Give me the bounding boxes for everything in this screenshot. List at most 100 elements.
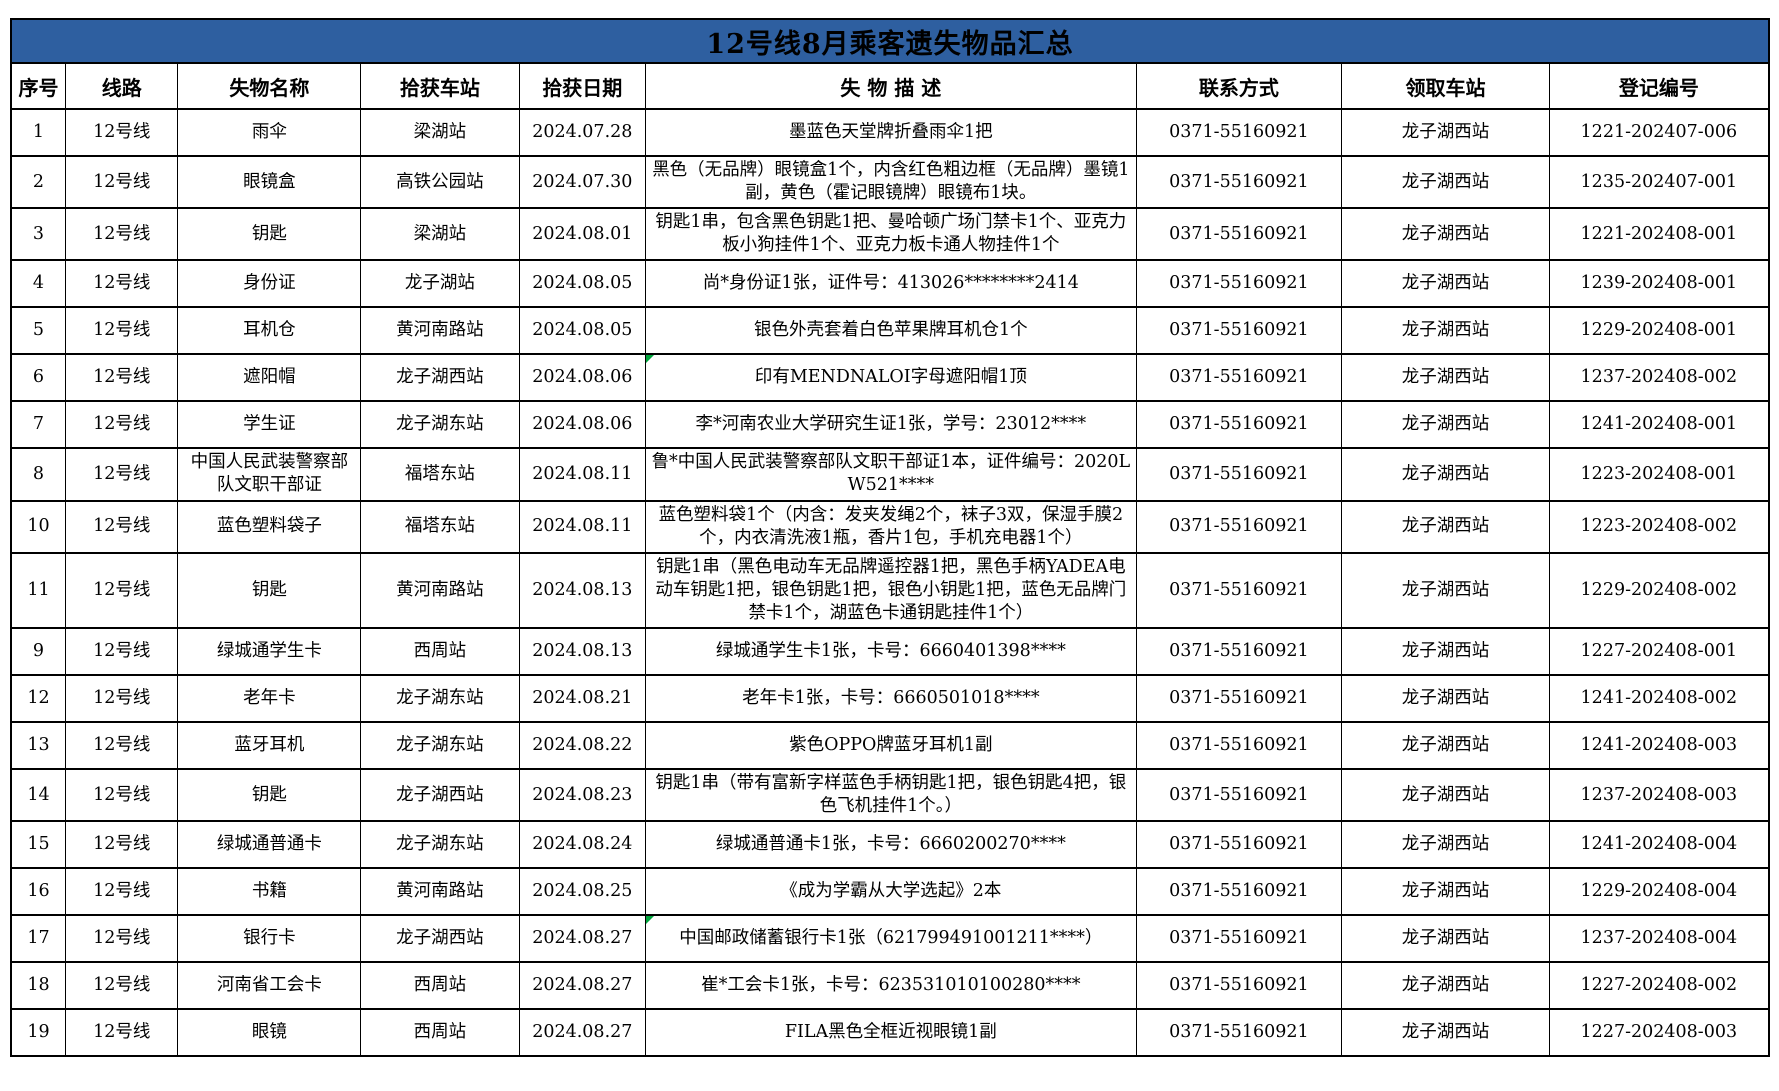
cell-seq[interactable]: 18 [9, 961, 66, 1011]
cell-line[interactable]: 12号线 [64, 108, 179, 157]
cell-found-station[interactable]: 西周站 [360, 961, 520, 1011]
cell-found-date[interactable]: 2024.08.05 [518, 306, 647, 356]
cell-description[interactable]: 绿城通普通卡1张，卡号：6660200270**** [645, 820, 1137, 870]
cell-pickup-station[interactable]: 龙子湖西站 [1341, 353, 1550, 403]
cell-pickup-station[interactable]: 龙子湖西站 [1341, 674, 1550, 724]
cell-contact[interactable]: 0371-55160921 [1135, 353, 1343, 403]
cell-reg-no[interactable]: 1221-202407-006 [1548, 108, 1770, 157]
cell-found-station[interactable]: 黄河南路站 [360, 867, 520, 917]
cell-found-station[interactable]: 龙子湖西站 [360, 768, 520, 823]
cell-contact[interactable]: 0371-55160921 [1135, 820, 1343, 870]
column-header-line[interactable]: 线路 [64, 62, 179, 110]
cell-seq[interactable]: 8 [9, 447, 66, 502]
cell-item[interactable]: 钥匙 [177, 207, 362, 262]
column-header-item[interactable]: 失物名称 [177, 62, 362, 110]
cell-description[interactable]: 崔*工会卡1张，卡号：623531010100280**** [645, 961, 1137, 1011]
cell-found-date[interactable]: 2024.08.06 [518, 353, 647, 403]
cell-found-date[interactable]: 2024.07.28 [518, 108, 647, 157]
cell-line[interactable]: 12号线 [64, 259, 179, 309]
cell-found-date[interactable]: 2024.08.05 [518, 259, 647, 309]
cell-found-station[interactable]: 龙子湖站 [360, 259, 520, 309]
cell-pickup-station[interactable]: 龙子湖西站 [1341, 961, 1550, 1011]
cell-reg-no[interactable]: 1241-202408-004 [1548, 820, 1770, 870]
cell-description[interactable]: 中国邮政储蓄银行卡1张（621799491001211****） [645, 914, 1137, 964]
cell-pickup-station[interactable]: 龙子湖西站 [1341, 306, 1550, 356]
cell-item[interactable]: 中国人民武装警察部队文职干部证 [177, 447, 362, 502]
cell-item[interactable]: 钥匙 [177, 768, 362, 823]
cell-reg-no[interactable]: 1223-202408-002 [1548, 499, 1770, 554]
cell-seq[interactable]: 1 [9, 108, 66, 157]
cell-line[interactable]: 12号线 [64, 768, 179, 823]
cell-found-station[interactable]: 龙子湖西站 [360, 914, 520, 964]
cell-found-date[interactable]: 2024.07.30 [518, 154, 647, 210]
cell-line[interactable]: 12号线 [64, 447, 179, 502]
cell-pickup-station[interactable]: 龙子湖西站 [1341, 499, 1550, 554]
cell-pickup-station[interactable]: 龙子湖西站 [1341, 447, 1550, 502]
cell-seq[interactable]: 14 [9, 768, 66, 823]
cell-found-station[interactable]: 福塔东站 [360, 499, 520, 554]
cell-reg-no[interactable]: 1227-202408-001 [1548, 627, 1770, 677]
cell-contact[interactable]: 0371-55160921 [1135, 1008, 1343, 1058]
cell-contact[interactable]: 0371-55160921 [1135, 447, 1343, 502]
cell-seq[interactable]: 12 [9, 674, 66, 724]
cell-item[interactable]: 钥匙 [177, 551, 362, 630]
cell-description[interactable]: 黑色（无品牌）眼镜盒1个，内含红色粗边框（无品牌）墨镜1副，黄色（霍记眼镜牌）眼… [645, 154, 1137, 210]
cell-found-station[interactable]: 西周站 [360, 627, 520, 677]
cell-item[interactable]: 遮阳帽 [177, 353, 362, 403]
cell-found-station[interactable]: 龙子湖东站 [360, 674, 520, 724]
cell-found-date[interactable]: 2024.08.01 [518, 207, 647, 262]
cell-reg-no[interactable]: 1229-202408-002 [1548, 551, 1770, 630]
cell-reg-no[interactable]: 1237-202408-003 [1548, 768, 1770, 823]
cell-line[interactable]: 12号线 [64, 551, 179, 630]
cell-contact[interactable]: 0371-55160921 [1135, 499, 1343, 554]
cell-found-date[interactable]: 2024.08.23 [518, 768, 647, 823]
cell-item[interactable]: 书籍 [177, 867, 362, 917]
cell-item[interactable]: 老年卡 [177, 674, 362, 724]
cell-line[interactable]: 12号线 [64, 306, 179, 356]
cell-reg-no[interactable]: 1227-202408-002 [1548, 961, 1770, 1011]
cell-line[interactable]: 12号线 [64, 867, 179, 917]
cell-item[interactable]: 学生证 [177, 400, 362, 450]
cell-pickup-station[interactable]: 龙子湖西站 [1341, 627, 1550, 677]
cell-line[interactable]: 12号线 [64, 627, 179, 677]
cell-description[interactable]: 银色外壳套着白色苹果牌耳机仓1个 [645, 306, 1137, 356]
cell-line[interactable]: 12号线 [64, 1008, 179, 1058]
cell-description[interactable]: FILA黑色全框近视眼镜1副 [645, 1008, 1137, 1058]
cell-contact[interactable]: 0371-55160921 [1135, 914, 1343, 964]
cell-found-station[interactable]: 黄河南路站 [360, 306, 520, 356]
cell-reg-no[interactable]: 1241-202408-001 [1548, 400, 1770, 450]
cell-contact[interactable]: 0371-55160921 [1135, 207, 1343, 262]
cell-reg-no[interactable]: 1227-202408-003 [1548, 1008, 1770, 1058]
cell-line[interactable]: 12号线 [64, 154, 179, 210]
cell-contact[interactable]: 0371-55160921 [1135, 961, 1343, 1011]
cell-found-date[interactable]: 2024.08.11 [518, 447, 647, 502]
cell-reg-no[interactable]: 1237-202408-004 [1548, 914, 1770, 964]
cell-line[interactable]: 12号线 [64, 499, 179, 554]
cell-seq[interactable]: 19 [9, 1008, 66, 1058]
cell-line[interactable]: 12号线 [64, 353, 179, 403]
cell-line[interactable]: 12号线 [64, 914, 179, 964]
cell-contact[interactable]: 0371-55160921 [1135, 306, 1343, 356]
column-header-description[interactable]: 失 物 描 述 [645, 62, 1137, 110]
cell-pickup-station[interactable]: 龙子湖西站 [1341, 820, 1550, 870]
cell-line[interactable]: 12号线 [64, 400, 179, 450]
cell-seq[interactable]: 13 [9, 721, 66, 771]
cell-seq[interactable]: 15 [9, 820, 66, 870]
cell-item[interactable]: 眼镜盒 [177, 154, 362, 210]
cell-found-date[interactable]: 2024.08.27 [518, 1008, 647, 1058]
cell-pickup-station[interactable]: 龙子湖西站 [1341, 551, 1550, 630]
cell-pickup-station[interactable]: 龙子湖西站 [1341, 768, 1550, 823]
cell-found-date[interactable]: 2024.08.11 [518, 499, 647, 554]
cell-pickup-station[interactable]: 龙子湖西站 [1341, 259, 1550, 309]
cell-description[interactable]: 蓝色塑料袋1个（内含：发夹发绳2个，袜子3双，保湿手膜2个，内衣清洗液1瓶，香片… [645, 499, 1137, 554]
cell-seq[interactable]: 6 [9, 353, 66, 403]
cell-description[interactable]: 绿城通学生卡1张，卡号：6660401398**** [645, 627, 1137, 677]
column-header-pickup-station[interactable]: 领取车站 [1341, 62, 1550, 110]
cell-description[interactable]: 钥匙1串，包含黑色钥匙1把、曼哈顿广场门禁卡1个、亚克力板小狗挂件1个、亚克力板… [645, 207, 1137, 262]
cell-found-date[interactable]: 2024.08.13 [518, 627, 647, 677]
cell-found-date[interactable]: 2024.08.13 [518, 551, 647, 630]
cell-found-station[interactable]: 高铁公园站 [360, 154, 520, 210]
table-title[interactable]: 12号线8月乘客遗失物品汇总 [10, 18, 1770, 64]
cell-reg-no[interactable]: 1235-202407-001 [1548, 154, 1770, 210]
cell-contact[interactable]: 0371-55160921 [1135, 721, 1343, 771]
